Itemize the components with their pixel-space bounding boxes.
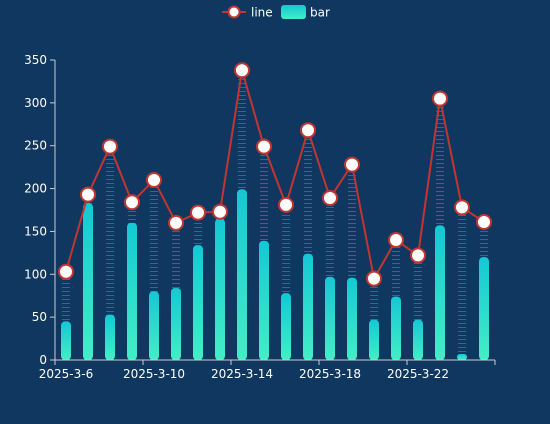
axes: 0 50 100 150 200 250 300 350 2025-3-6 2025-3-10 20… [24, 53, 496, 381]
line-point[interactable] [146, 172, 162, 188]
line-point[interactable] [476, 214, 492, 230]
line-point[interactable] [190, 204, 206, 221]
bar[interactable] [347, 277, 357, 360]
legend-item-line[interactable]: line [222, 5, 273, 20]
line-point[interactable] [300, 122, 316, 139]
x-tick-label: 2025-3-14 [211, 367, 273, 381]
y-tick-label: 350 [24, 53, 47, 67]
bar[interactable] [259, 240, 269, 360]
y-tick-label: 200 [24, 182, 47, 196]
line-point[interactable] [256, 138, 272, 155]
line-point[interactable] [410, 247, 426, 264]
line-point[interactable] [344, 156, 360, 173]
x-tick-label: 2025-3-6 [39, 367, 93, 381]
bar[interactable] [391, 296, 401, 360]
bar[interactable] [171, 288, 181, 360]
line-point[interactable] [58, 263, 74, 280]
y-tick-label: 100 [24, 267, 47, 281]
line-point[interactable] [388, 232, 404, 248]
bar[interactable] [105, 314, 115, 360]
bar[interactable] [281, 293, 291, 360]
line-point[interactable] [366, 270, 382, 287]
legend-label: line [251, 6, 273, 20]
bar[interactable] [237, 189, 247, 360]
legend-bar-swatch [281, 5, 306, 19]
y-tick-label: 150 [24, 224, 47, 238]
bar[interactable] [457, 354, 467, 360]
legend[interactable]: line bar [222, 5, 330, 20]
bar[interactable] [369, 319, 379, 360]
bar[interactable] [215, 218, 225, 360]
x-tick-label: 2025-3-22 [387, 367, 449, 381]
bar[interactable] [435, 225, 445, 360]
y-tick-label: 0 [39, 353, 47, 367]
line-point[interactable] [322, 190, 338, 206]
line-point[interactable] [432, 90, 448, 107]
bar[interactable] [193, 245, 203, 360]
line-series-layer [58, 62, 492, 287]
x-tick-label: 2025-3-10 [123, 367, 185, 381]
line-point[interactable] [80, 186, 96, 203]
bars-layer [61, 189, 489, 360]
x-tick-label: 2025-3-18 [299, 367, 361, 381]
bar[interactable] [83, 203, 93, 360]
bar[interactable] [149, 291, 159, 360]
bar[interactable] [479, 257, 489, 360]
legend-label: bar [310, 6, 330, 20]
bar[interactable] [303, 253, 313, 360]
line-point[interactable] [124, 194, 140, 211]
line-point[interactable] [102, 138, 118, 155]
y-tick-label: 250 [24, 139, 47, 153]
legend-line-marker [227, 5, 241, 19]
bar[interactable] [413, 319, 423, 360]
bar[interactable] [127, 222, 137, 360]
line-point[interactable] [454, 199, 470, 216]
line-point[interactable] [168, 214, 184, 231]
bar[interactable] [61, 321, 71, 360]
bar[interactable] [325, 276, 335, 360]
line-point[interactable] [234, 62, 250, 79]
y-tick-label: 50 [32, 310, 47, 324]
legend-item-bar[interactable]: bar [281, 5, 330, 20]
line-point[interactable] [278, 196, 294, 213]
y-tick-label: 300 [24, 96, 47, 110]
line-point[interactable] [212, 203, 228, 220]
